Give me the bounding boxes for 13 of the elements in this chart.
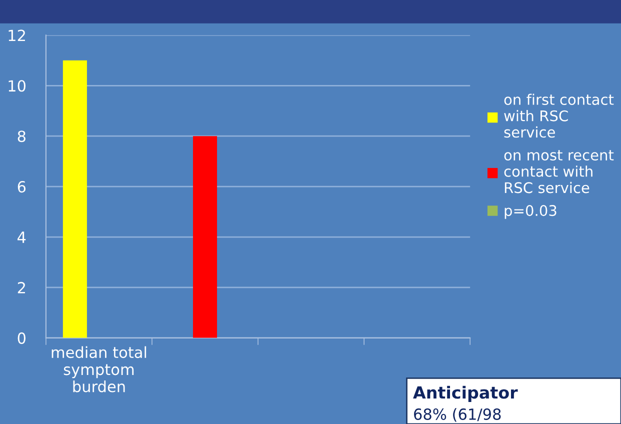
text: Anticipator (413, 386, 518, 402)
y-tick-label: 4 (18, 232, 26, 243)
y-tick-label: 0 (18, 332, 26, 344)
y-tick-label: 2 (18, 282, 25, 294)
legend-label: on first contact with RSC service (504, 94, 614, 138)
legend-label: p=0.03 (504, 205, 556, 219)
text: 68% (61/98 (414, 408, 501, 422)
legend-label: on most recent contact with RSC service (504, 150, 614, 194)
x-tick-label: median total symptom burden (52, 346, 146, 392)
y-tick-label: 6 (18, 181, 26, 193)
y-tick-label: 12 (8, 30, 25, 41)
y-tick-label: 10 (8, 80, 26, 92)
y-tick-label: 8 (18, 130, 26, 142)
